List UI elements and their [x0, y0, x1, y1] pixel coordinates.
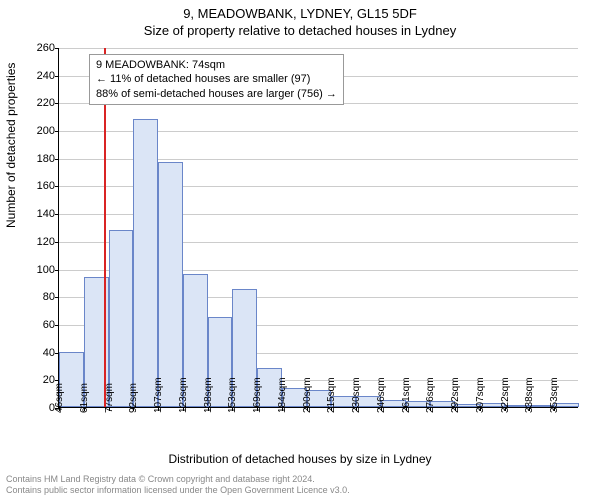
x-tick-label: 261sqm	[401, 377, 412, 413]
y-tick-label: 120	[37, 236, 59, 248]
annotation-line: 9 MEADOWBANK: 74sqm	[96, 58, 337, 72]
x-tick-label: 276sqm	[425, 377, 436, 413]
x-tick-label: 46sqm	[54, 383, 65, 413]
y-tick-label: 140	[37, 208, 59, 220]
x-tick-label: 322sqm	[500, 377, 511, 413]
footer-line-2: Contains public sector information licen…	[6, 485, 350, 496]
x-tick-label: 215sqm	[326, 377, 337, 413]
x-tick-label: 353sqm	[549, 377, 560, 413]
y-tick-label: 100	[37, 264, 59, 276]
y-tick-label: 220	[37, 97, 59, 109]
y-tick-label: 160	[37, 180, 59, 192]
x-tick-label: 123sqm	[178, 377, 189, 413]
x-tick-label: 338sqm	[524, 377, 535, 413]
chart-subtitle: Size of property relative to detached ho…	[0, 21, 600, 38]
annotation-box: 9 MEADOWBANK: 74sqm← 11% of detached hou…	[89, 54, 344, 105]
x-tick-label: 230sqm	[351, 377, 362, 413]
x-tick-label: 138sqm	[203, 377, 214, 413]
footer-attribution: Contains HM Land Registry data © Crown c…	[6, 474, 350, 496]
footer-line-1: Contains HM Land Registry data © Crown c…	[6, 474, 350, 485]
x-tick-label: 92sqm	[128, 383, 139, 413]
y-tick-label: 180	[37, 153, 59, 165]
x-tick-label: 184sqm	[277, 377, 288, 413]
x-tick-label: 307sqm	[475, 377, 486, 413]
x-tick-label: 153sqm	[227, 377, 238, 413]
histogram-bar	[133, 119, 158, 407]
y-tick-label: 80	[43, 291, 59, 303]
annotation-line: ← 11% of detached houses are smaller (97…	[96, 72, 337, 86]
x-tick-label: 200sqm	[302, 377, 313, 413]
x-tick-label: 246sqm	[376, 377, 387, 413]
chart-title: 9, MEADOWBANK, LYDNEY, GL15 5DF	[0, 0, 600, 21]
annotation-line: 88% of semi-detached houses are larger (…	[96, 87, 337, 101]
x-tick-label: 107sqm	[153, 377, 164, 413]
x-tick-label: 169sqm	[252, 377, 263, 413]
histogram-bar	[109, 230, 134, 407]
y-tick-label: 60	[43, 319, 59, 331]
y-axis-label: Number of detached properties	[4, 63, 18, 228]
x-tick-label: 292sqm	[450, 377, 461, 413]
y-tick-label: 240	[37, 70, 59, 82]
x-axis-label: Distribution of detached houses by size …	[0, 452, 600, 466]
grid-line	[59, 48, 578, 49]
y-tick-label: 200	[37, 125, 59, 137]
y-tick-label: 260	[37, 42, 59, 54]
chart-plot-area: 02040608010012014016018020022024026046sq…	[58, 48, 578, 408]
x-tick-label: 61sqm	[79, 383, 90, 413]
histogram-bar	[158, 162, 183, 407]
y-tick-label: 40	[43, 347, 59, 359]
